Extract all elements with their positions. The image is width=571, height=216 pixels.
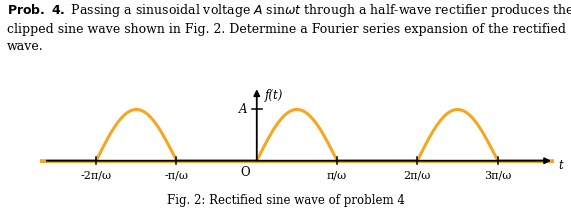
Text: t: t bbox=[558, 159, 562, 172]
Text: f(t): f(t) bbox=[265, 89, 283, 102]
Text: A: A bbox=[239, 103, 247, 116]
Text: 2π/ω: 2π/ω bbox=[404, 171, 431, 181]
Text: -π/ω: -π/ω bbox=[164, 171, 188, 181]
Text: -2π/ω: -2π/ω bbox=[81, 171, 112, 181]
Text: $\mathbf{Prob.\ 4.}$ Passing a sinusoidal voltage $A$ sin$\omega t$ through a ha: $\mathbf{Prob.\ 4.}$ Passing a sinusoida… bbox=[7, 2, 571, 53]
Text: 3π/ω: 3π/ω bbox=[484, 171, 512, 181]
Text: π/ω: π/ω bbox=[327, 171, 347, 181]
Text: Fig. 2: Rectified sine wave of problem 4: Fig. 2: Rectified sine wave of problem 4 bbox=[167, 194, 404, 207]
Text: O: O bbox=[241, 166, 250, 179]
